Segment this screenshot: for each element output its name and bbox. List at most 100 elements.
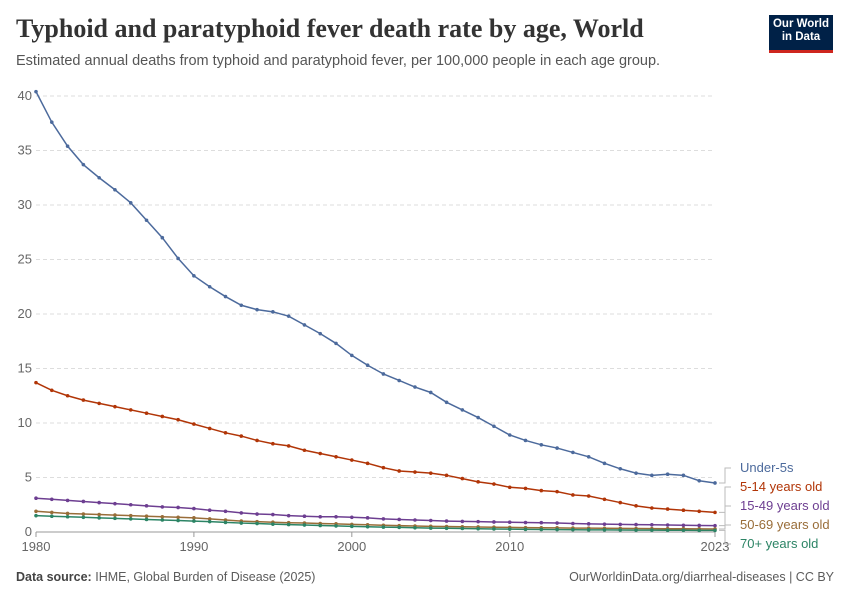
- data-point: [334, 341, 338, 346]
- series-line-3: [35, 510, 716, 530]
- data-point: [681, 528, 686, 533]
- data-point: [365, 461, 370, 466]
- data-point: [223, 520, 228, 525]
- data-point: [286, 522, 291, 527]
- data-point: [697, 509, 702, 514]
- data-point: [586, 454, 591, 459]
- data-point: [602, 528, 607, 532]
- data-point: [507, 520, 512, 524]
- data-point: [49, 120, 54, 124]
- data-point: [539, 443, 544, 447]
- data-point: [350, 524, 354, 529]
- data-point: [697, 523, 702, 528]
- data-point: [192, 519, 196, 523]
- data-point: [113, 187, 117, 192]
- data-point: [476, 519, 480, 524]
- data-point: [618, 500, 623, 505]
- data-point: [144, 504, 149, 508]
- x-tick-label: 2000: [337, 539, 366, 554]
- data-point: [365, 516, 370, 520]
- data-point: [239, 303, 244, 308]
- data-point: [65, 514, 70, 519]
- data-point: [713, 481, 717, 485]
- data-point: [365, 524, 370, 529]
- data-point: [634, 471, 638, 475]
- data-point: [460, 408, 465, 412]
- data-point: [65, 393, 70, 398]
- data-point: [681, 473, 686, 478]
- data-point: [413, 470, 417, 474]
- data-point: [444, 519, 449, 523]
- data-point: [81, 398, 86, 402]
- data-point: [207, 508, 212, 512]
- owid-logo[interactable]: Our World in Data: [769, 15, 833, 53]
- data-point: [318, 331, 323, 336]
- data-point: [713, 523, 717, 528]
- data-point: [571, 527, 575, 532]
- data-point: [350, 458, 354, 462]
- data-point: [492, 520, 496, 524]
- data-point: [207, 519, 212, 524]
- data-point: [665, 528, 670, 533]
- data-point: [302, 323, 307, 327]
- data-source: Data source: IHME, Global Burden of Dise…: [16, 570, 315, 584]
- y-tick-label: 35: [18, 143, 32, 158]
- data-point: [34, 496, 38, 501]
- data-point: [381, 372, 386, 376]
- data-point: [507, 433, 512, 437]
- source-text[interactable]: IHME, Global Burden of Disease (2025): [95, 570, 316, 584]
- y-tick-label: 5: [25, 470, 32, 485]
- data-point: [302, 514, 307, 518]
- data-point: [286, 513, 291, 518]
- data-point: [65, 144, 70, 148]
- data-point: [650, 473, 654, 478]
- data-point: [255, 521, 259, 526]
- data-point: [413, 518, 417, 522]
- data-point: [49, 514, 54, 518]
- data-point: [97, 516, 101, 520]
- data-point: [176, 417, 180, 422]
- data-point: [271, 441, 275, 446]
- data-point: [223, 509, 228, 514]
- data-point: [460, 519, 465, 524]
- data-point: [523, 438, 528, 443]
- data-point: [271, 512, 275, 517]
- data-point: [49, 510, 54, 515]
- data-point: [207, 426, 212, 431]
- data-point: [523, 520, 528, 525]
- data-point: [618, 528, 623, 532]
- data-point: [207, 284, 212, 289]
- data-point: [176, 256, 180, 261]
- data-point: [650, 523, 654, 527]
- data-point: [223, 294, 228, 299]
- data-point: [665, 523, 670, 527]
- data-point: [492, 527, 496, 531]
- data-point: [602, 522, 607, 526]
- data-point: [460, 476, 465, 481]
- footer-link[interactable]: OurWorldinData.org/diarrheal-diseases | …: [569, 570, 834, 584]
- data-point: [286, 314, 291, 318]
- data-point: [397, 469, 401, 473]
- data-point: [160, 505, 165, 509]
- data-point: [271, 522, 275, 526]
- data-point: [492, 482, 496, 486]
- data-point: [571, 521, 575, 526]
- data-point: [492, 424, 496, 429]
- data-point: [207, 517, 212, 521]
- data-point: [365, 363, 370, 368]
- data-point: [271, 310, 275, 314]
- data-point: [634, 504, 638, 508]
- data-point: [81, 499, 86, 504]
- x-tick-label: 2010: [495, 539, 524, 554]
- data-point: [65, 498, 70, 503]
- data-point: [239, 434, 244, 438]
- data-point: [160, 414, 165, 419]
- data-point: [160, 514, 165, 519]
- data-point: [586, 528, 591, 532]
- data-point: [602, 497, 607, 502]
- data-point: [428, 471, 433, 475]
- data-point: [602, 461, 607, 466]
- data-point: [665, 507, 670, 511]
- data-point: [34, 380, 38, 385]
